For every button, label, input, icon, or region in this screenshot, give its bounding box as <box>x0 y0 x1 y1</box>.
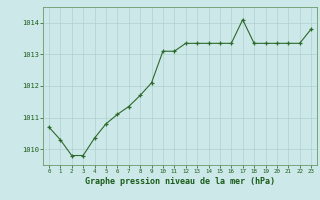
X-axis label: Graphe pression niveau de la mer (hPa): Graphe pression niveau de la mer (hPa) <box>85 177 275 186</box>
